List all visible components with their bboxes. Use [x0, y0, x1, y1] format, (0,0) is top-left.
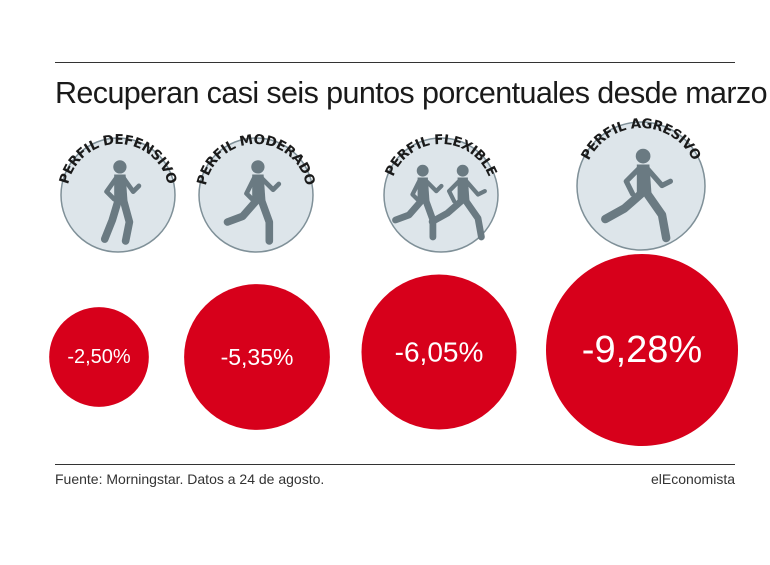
two-runners-icon [392, 164, 487, 241]
bottom-rule [55, 464, 735, 465]
value-bubble [184, 284, 330, 430]
runner-jogging-icon [100, 160, 142, 245]
value-bubble [49, 307, 149, 407]
value-bubble [361, 274, 517, 430]
runner-sprinting-icon [601, 148, 674, 243]
profile-4: PERFIL AGRESIVO [576, 116, 706, 251]
value-bubble [546, 254, 738, 446]
profile-circle [383, 137, 499, 253]
value-label: -2,50% [67, 346, 131, 368]
profile-2: PERFIL MODERADO [194, 132, 318, 253]
value-label: -6,05% [395, 337, 484, 368]
source-note: Fuente: Morningstar. Datos a 24 de agost… [55, 471, 325, 487]
chart-title: Recuperan casi seis puntos porcentuales … [55, 76, 768, 110]
runner-striding-icon [223, 160, 282, 245]
profile-1: PERFIL DEFENSIVO [56, 132, 180, 253]
value-label: -5,35% [221, 344, 294, 370]
value-label: -9,28% [582, 329, 702, 371]
profile-3: PERFIL FLEXIBLE [382, 132, 500, 253]
brand-logo: elEconomista [650, 471, 735, 487]
top-rule [55, 62, 735, 63]
